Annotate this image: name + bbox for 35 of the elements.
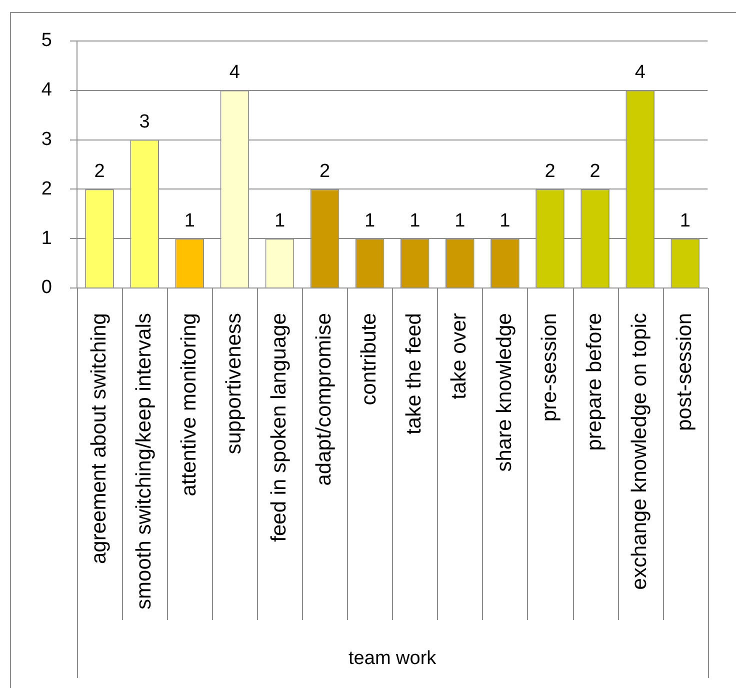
x-tick-label: share knowledge: [492, 313, 516, 472]
data-label: 2: [319, 160, 330, 182]
data-label: 4: [634, 62, 646, 84]
y-tick-label: 3: [41, 129, 52, 150]
data-label: 1: [680, 210, 690, 232]
x-tick-label: exchange knowledge on topic: [628, 313, 651, 590]
y-tick-label: 1: [41, 228, 52, 249]
x-tick-label: post-session: [672, 313, 696, 431]
y-tick-label: 2: [41, 178, 52, 200]
data-label: 1: [410, 210, 420, 232]
x-tick-label: take over: [448, 313, 471, 400]
y-tick-label: 5: [41, 30, 52, 52]
data-label: 1: [500, 210, 510, 232]
y-tick-label: 0: [41, 277, 52, 298]
x-tick-label: smooth switching/keep intervals: [132, 313, 156, 610]
x-tick-label: pre-session: [538, 313, 561, 422]
x-axis-title: team work: [348, 648, 437, 669]
data-label: 3: [139, 112, 150, 133]
x-tick-label: prepare before: [582, 313, 606, 451]
x-tick-label: feed in spoken language: [268, 313, 291, 542]
data-label: 2: [94, 160, 105, 182]
data-label: 2: [544, 160, 556, 182]
x-tick-label: agreement about switching: [87, 313, 110, 564]
x-tick-label: supportiveness: [222, 313, 246, 454]
data-label: 1: [184, 210, 195, 232]
data-label: 1: [364, 210, 376, 232]
x-tick-label: contribute: [358, 313, 381, 406]
x-tick-label: attentive monitoring: [177, 313, 200, 496]
data-label: 4: [229, 62, 240, 84]
y-tick-label: 4: [41, 80, 52, 101]
data-label: 1: [274, 210, 286, 232]
x-tick-label: adapt/compromise: [312, 313, 336, 486]
x-tick-label: take the feed: [402, 313, 426, 434]
data-label: 1: [454, 210, 466, 232]
data-label: 2: [590, 160, 600, 182]
